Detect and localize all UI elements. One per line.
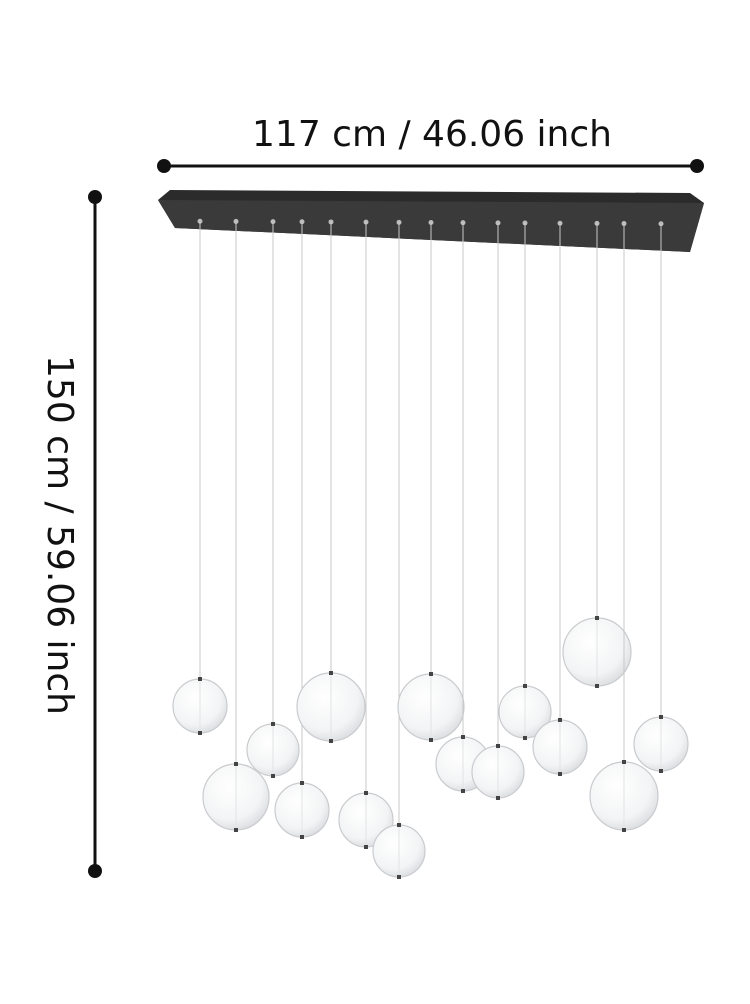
globe-cap bbox=[659, 715, 663, 719]
globe-cap bbox=[595, 616, 599, 620]
globe-cap bbox=[496, 796, 500, 800]
globe-cap bbox=[461, 735, 465, 739]
width-end bbox=[157, 159, 171, 173]
globes bbox=[172, 218, 689, 879]
globe-cap bbox=[622, 760, 626, 764]
height-label: 150 cm / 59.06 inch bbox=[39, 355, 80, 715]
globe-cap bbox=[198, 731, 202, 735]
globe-cap bbox=[329, 671, 333, 675]
globe-cap bbox=[429, 738, 433, 742]
height-end bbox=[88, 864, 102, 878]
globe-cap bbox=[397, 875, 401, 879]
globe-cap bbox=[300, 835, 304, 839]
globe-cap bbox=[198, 677, 202, 681]
globe-cap bbox=[523, 736, 527, 740]
globe-cap bbox=[329, 739, 333, 743]
globe-cap bbox=[300, 781, 304, 785]
height-end bbox=[88, 190, 102, 204]
globe-cap bbox=[364, 791, 368, 795]
width-label: 117 cm / 46.06 inch bbox=[252, 114, 612, 155]
globe-cap bbox=[595, 684, 599, 688]
globe-cap bbox=[523, 684, 527, 688]
globe-cap bbox=[271, 722, 275, 726]
globe-cap bbox=[397, 823, 401, 827]
globe-cap bbox=[496, 744, 500, 748]
globe-cap bbox=[622, 828, 626, 832]
globe-cap bbox=[364, 845, 368, 849]
globe-cap bbox=[558, 718, 562, 722]
globe-cap bbox=[558, 772, 562, 776]
globe-cap bbox=[234, 828, 238, 832]
globe-cap bbox=[461, 789, 465, 793]
globe-cap bbox=[429, 672, 433, 676]
globe-cap bbox=[234, 762, 238, 766]
globe-cap bbox=[271, 774, 275, 778]
globe-cap bbox=[659, 769, 663, 773]
width-end bbox=[690, 159, 704, 173]
